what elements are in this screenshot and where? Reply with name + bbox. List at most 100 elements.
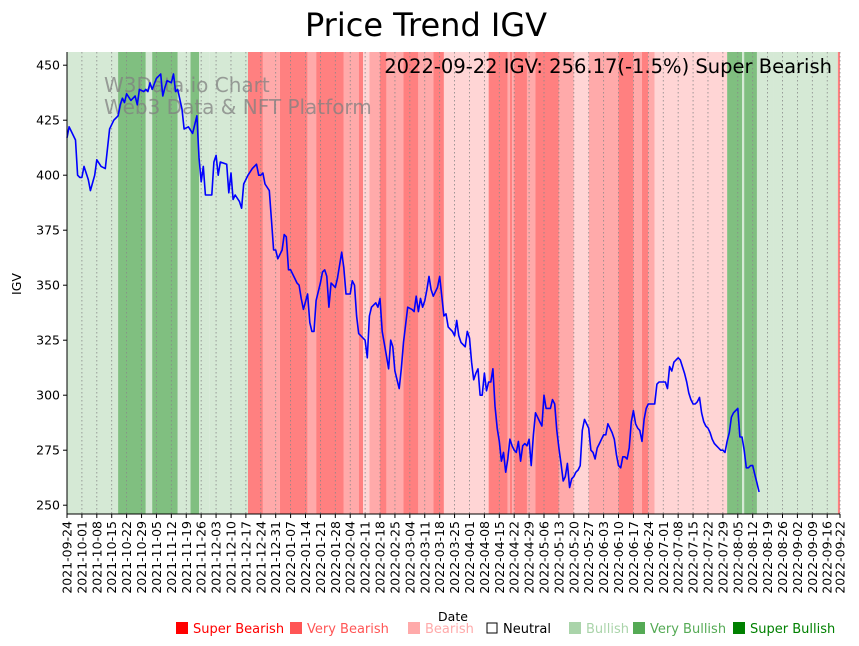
x-tick-label: 2021-10-15 (104, 521, 119, 594)
regime-band-bearish (526, 52, 536, 514)
chart-title: Price Trend IGV (305, 6, 547, 44)
regime-band-neutral (573, 52, 589, 514)
regime-band-very-bearish (248, 52, 263, 514)
regime-band-bearish (386, 52, 404, 514)
regime-band-bearish (633, 52, 642, 514)
x-tick-label: 2022-03-25 (447, 521, 462, 594)
regime-band-bullish (756, 52, 774, 514)
legend-swatch (290, 622, 302, 634)
latest-price-annotation: 2022-09-22 IGV: 256.17(-1.5%) Super Bear… (384, 55, 832, 78)
legend: Super Bearish Very Bearish Bearish Neutral B… (176, 622, 835, 637)
x-tick-label: 2022-01-21 (313, 521, 328, 594)
regime-band-bearish (558, 52, 574, 514)
regime-band-bullish (67, 52, 119, 514)
x-tick-label: 2022-04-01 (462, 521, 477, 594)
x-tick-label: 2021-12-31 (268, 521, 283, 594)
watermark-line-1: W3Data.io Chart (104, 73, 270, 97)
x-tick-label: 2022-09-09 (805, 521, 820, 594)
x-tick-label: 2022-07-01 (656, 521, 671, 594)
regime-band-bearish (418, 52, 434, 514)
regime-band-very-bearish (488, 52, 508, 514)
y-tick-label: 350 (36, 278, 60, 293)
x-tick-label: 2021-10-29 (134, 521, 149, 594)
regime-band-very-bearish (618, 52, 634, 514)
regime-band-neutral (362, 52, 370, 514)
x-tick-label: 2022-02-18 (373, 521, 388, 594)
x-tick-label: 2021-10-01 (74, 521, 89, 594)
x-tick-label: 2021-11-05 (149, 521, 164, 594)
regime-band-bearish (262, 52, 280, 514)
y-axis-label: IGV (9, 273, 24, 295)
x-tick-label: 2022-06-03 (596, 521, 611, 594)
legend-swatch (633, 622, 645, 634)
x-tick-label: 2022-05-13 (551, 521, 566, 594)
vertical-grid (66, 52, 841, 514)
regime-band-very-bullish (190, 52, 200, 514)
y-tick-label: 300 (36, 388, 60, 403)
x-tick-label: 2022-01-28 (328, 521, 343, 594)
y-tick-label: 275 (36, 443, 60, 458)
x-tick-label: 2022-05-27 (581, 521, 596, 594)
regime-band-bearish (507, 52, 510, 514)
x-tick-label: 2022-04-29 (522, 521, 537, 594)
x-tick-label: 2021-12-10 (223, 521, 238, 594)
y-tick-label: 250 (36, 498, 60, 513)
x-tick-label: 2022-01-14 (298, 521, 313, 594)
x-tick-label: 2022-07-08 (671, 521, 686, 594)
x-tick-label: 2022-02-25 (387, 521, 402, 594)
legend-label: Bullish (586, 622, 629, 637)
x-tick-label: 2022-08-05 (730, 521, 745, 594)
regime-band-bearish (512, 52, 515, 514)
legend-label: Super Bearish (193, 622, 284, 637)
x-tick-label: 2021-11-19 (179, 521, 194, 594)
x-tick-label: 2022-01-07 (283, 521, 298, 594)
regime-band-very-bullish (727, 52, 743, 514)
regime-band-super-bearish (837, 52, 840, 514)
x-tick-label: 2022-04-22 (507, 521, 522, 594)
regime-band-bullish (177, 52, 191, 514)
x-tick-label: 2021-09-24 (60, 521, 75, 594)
legend-swatch (733, 622, 745, 634)
legend-label: Bearish (425, 622, 474, 637)
regime-band-bearish (307, 52, 317, 514)
x-tick-label: 2022-04-08 (477, 521, 492, 594)
regime-band-neutral (443, 52, 489, 514)
x-tick-label: 2022-09-22 (833, 521, 848, 594)
x-tick-label: 2022-08-19 (760, 521, 775, 594)
regime-band-bearish (369, 52, 381, 514)
x-tick-label: 2022-07-15 (686, 521, 701, 594)
x-axis-label: Date (438, 609, 468, 624)
regime-band-neutral (654, 52, 728, 514)
x-tick-label: 2022-02-04 (343, 521, 358, 594)
regime-band-very-bearish (535, 52, 545, 514)
x-tick-label: 2021-12-17 (238, 521, 253, 594)
x-tick-label: 2022-08-12 (745, 521, 760, 594)
regime-band-bullish (773, 52, 838, 514)
x-tick-label: 2022-05-06 (537, 521, 552, 594)
x-tick-label: 2022-07-29 (715, 521, 730, 594)
regime-band-bullish (145, 52, 153, 514)
legend-label: Very Bearish (307, 622, 389, 637)
x-tick-label: 2022-07-22 (700, 521, 715, 594)
regime-band-very-bearish (279, 52, 308, 514)
regime-band-very-bullish (744, 52, 757, 514)
x-tick-label: 2021-10-08 (89, 521, 104, 594)
regime-band-very-bearish (514, 52, 527, 514)
x-tick-label: 2021-12-03 (209, 521, 224, 594)
legend-swatch (486, 622, 498, 634)
x-tick-label: 2021-12-24 (253, 521, 268, 594)
legend-label: Neutral (503, 622, 551, 637)
x-tick-label: 2022-08-26 (775, 521, 790, 594)
x-tick-label: 2022-03-11 (417, 521, 432, 594)
regime-band-bullish (199, 52, 210, 514)
regime-band-bullish (209, 52, 249, 514)
y-tick-label: 425 (36, 113, 60, 128)
y-tick-label: 450 (36, 58, 60, 73)
x-tick-label: 2022-04-15 (492, 521, 507, 594)
regime-band-very-bearish (509, 52, 513, 514)
x-tick-label: 2022-02-11 (358, 521, 373, 594)
regime-band-very-bearish (380, 52, 387, 514)
watermark-line-2: Web3 Data & NFT Platform (104, 95, 372, 119)
x-tick-label: 2022-03-18 (432, 521, 447, 594)
